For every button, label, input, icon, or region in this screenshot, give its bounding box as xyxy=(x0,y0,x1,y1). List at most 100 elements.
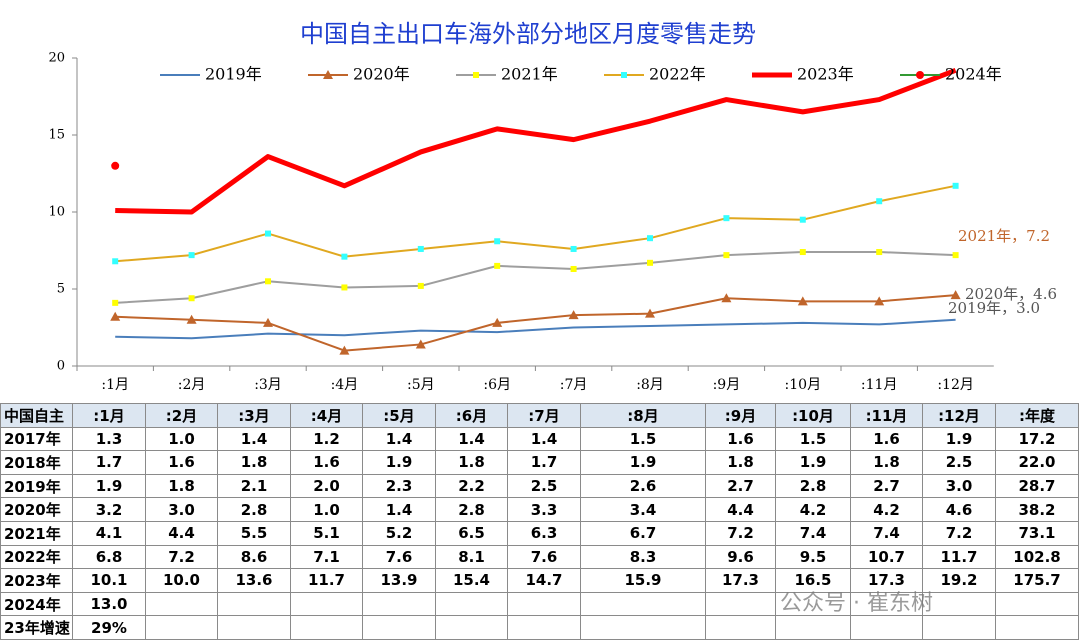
table-cell: 5.5 xyxy=(217,520,291,546)
annotation: 2019年，3.0 xyxy=(948,299,1040,317)
table-cell: :2月 xyxy=(145,403,218,428)
table-cell: 102.8 xyxy=(995,544,1079,570)
table-cell: 28.7 xyxy=(995,473,1079,499)
table-cell xyxy=(850,615,923,640)
table-cell: 4.1 xyxy=(72,520,146,546)
table-cell: :7月 xyxy=(507,403,581,428)
table-cell: 1.8 xyxy=(217,450,291,475)
table-cell: 4.4 xyxy=(145,520,218,546)
point-marker xyxy=(952,252,959,259)
table-cell xyxy=(922,615,996,640)
table-cell: 1.6 xyxy=(145,450,218,475)
legend-label: 2024年 xyxy=(945,65,1002,84)
table-cell: 73.1 xyxy=(995,520,1079,546)
table-cell: 7.6 xyxy=(362,544,436,570)
table-cell: 6.7 xyxy=(580,520,706,546)
table-cell: 10.1 xyxy=(72,568,146,593)
series-line xyxy=(115,294,956,352)
table-cell: 1.0 xyxy=(145,426,218,452)
point-marker xyxy=(492,317,503,327)
table-cell xyxy=(217,591,291,617)
table-cell xyxy=(507,591,581,617)
table-cell: 4.2 xyxy=(850,497,923,522)
annotation: 2020年，4.6 xyxy=(965,285,1057,303)
table-cell: 1.6 xyxy=(705,426,776,452)
table-cell: :9月 xyxy=(705,403,776,428)
point-marker xyxy=(265,278,271,285)
point-marker xyxy=(494,262,501,269)
table-cell xyxy=(362,591,436,617)
table-cell: 13.9 xyxy=(362,568,436,593)
table-cell xyxy=(435,615,508,640)
table-cell: 2018年 xyxy=(0,450,73,475)
table-row: 2024年 13.0 xyxy=(0,591,1079,617)
table-cell xyxy=(775,615,851,640)
table-cell: :6月 xyxy=(435,403,508,428)
point-marker xyxy=(647,259,653,266)
point-marker xyxy=(647,235,653,242)
table-cell: 6.5 xyxy=(435,520,508,546)
table-cell: 1.4 xyxy=(507,426,581,452)
x-tick-label: :9月 xyxy=(713,377,741,393)
table-cell xyxy=(580,591,706,617)
table-cell xyxy=(850,591,923,617)
point-marker xyxy=(186,314,197,324)
point-marker xyxy=(188,252,195,259)
table-cell: 中国自主 xyxy=(0,403,73,428)
table-cell: 17.2 xyxy=(995,426,1079,452)
table-cell: 1.8 xyxy=(145,473,218,499)
table-cell: :年度 xyxy=(995,403,1079,428)
point-marker xyxy=(339,345,350,355)
table-cell xyxy=(705,591,776,617)
point-marker xyxy=(570,245,577,252)
table-cell: 6.8 xyxy=(72,544,146,570)
table-cell: 1.9 xyxy=(362,450,436,475)
table-cell: 7.1 xyxy=(290,544,363,570)
table-cell: 2021年 xyxy=(0,520,73,546)
point-marker xyxy=(494,238,501,245)
point-marker xyxy=(570,265,577,272)
y-tick-label: 5 xyxy=(57,282,65,297)
table-cell: 10.7 xyxy=(850,544,923,570)
table-cell: 14.7 xyxy=(507,568,581,593)
chart: 中国自主出口车海外部分地区月度零售走势 0 5 10 15 20:1月:2月:3月:4月… xyxy=(0,0,1080,403)
legend-marker xyxy=(916,71,924,79)
point-marker xyxy=(797,296,808,306)
table-cell: 17.3 xyxy=(850,568,923,593)
table-cell: 15.4 xyxy=(435,568,508,593)
table-cell: 1.9 xyxy=(775,450,851,475)
table-cell xyxy=(507,615,581,640)
chart-background xyxy=(0,0,1080,403)
y-tick-label: 0 xyxy=(57,359,65,374)
table-cell: 1.3 xyxy=(72,426,146,452)
x-tick-label: :7月 xyxy=(560,377,588,393)
x-tick-label: :3月 xyxy=(254,377,282,393)
point-marker xyxy=(723,252,730,259)
point-marker xyxy=(112,258,119,265)
table-cell: 2020年 xyxy=(0,497,73,522)
point-marker xyxy=(341,253,348,260)
table-cell: 1.0 xyxy=(290,497,363,522)
table-cell: 2.7 xyxy=(850,473,923,499)
point-marker xyxy=(111,161,120,170)
legend-label: 2020年 xyxy=(353,65,410,84)
x-tick-label: :12月 xyxy=(937,377,974,393)
table-cell: :10月 xyxy=(775,403,851,428)
point-marker xyxy=(112,299,119,306)
table-cell: 10.0 xyxy=(145,568,218,593)
table-cell: 1.4 xyxy=(217,426,291,452)
table-cell: 3.4 xyxy=(580,497,706,522)
table-cell: 7.4 xyxy=(775,520,851,546)
point-marker xyxy=(876,249,883,256)
table-cell xyxy=(995,591,1079,617)
table-cell: 2.5 xyxy=(922,450,996,475)
point-marker xyxy=(950,290,961,300)
table-cell: 2022年 xyxy=(0,544,73,570)
point-marker xyxy=(799,216,806,223)
table-row: 23年增速 29% xyxy=(0,615,1079,640)
table-cell: 1.9 xyxy=(72,473,146,499)
table-cell: 13.6 xyxy=(217,568,291,593)
table-cell: 2.8 xyxy=(775,473,851,499)
table-cell: 9.6 xyxy=(705,544,776,570)
